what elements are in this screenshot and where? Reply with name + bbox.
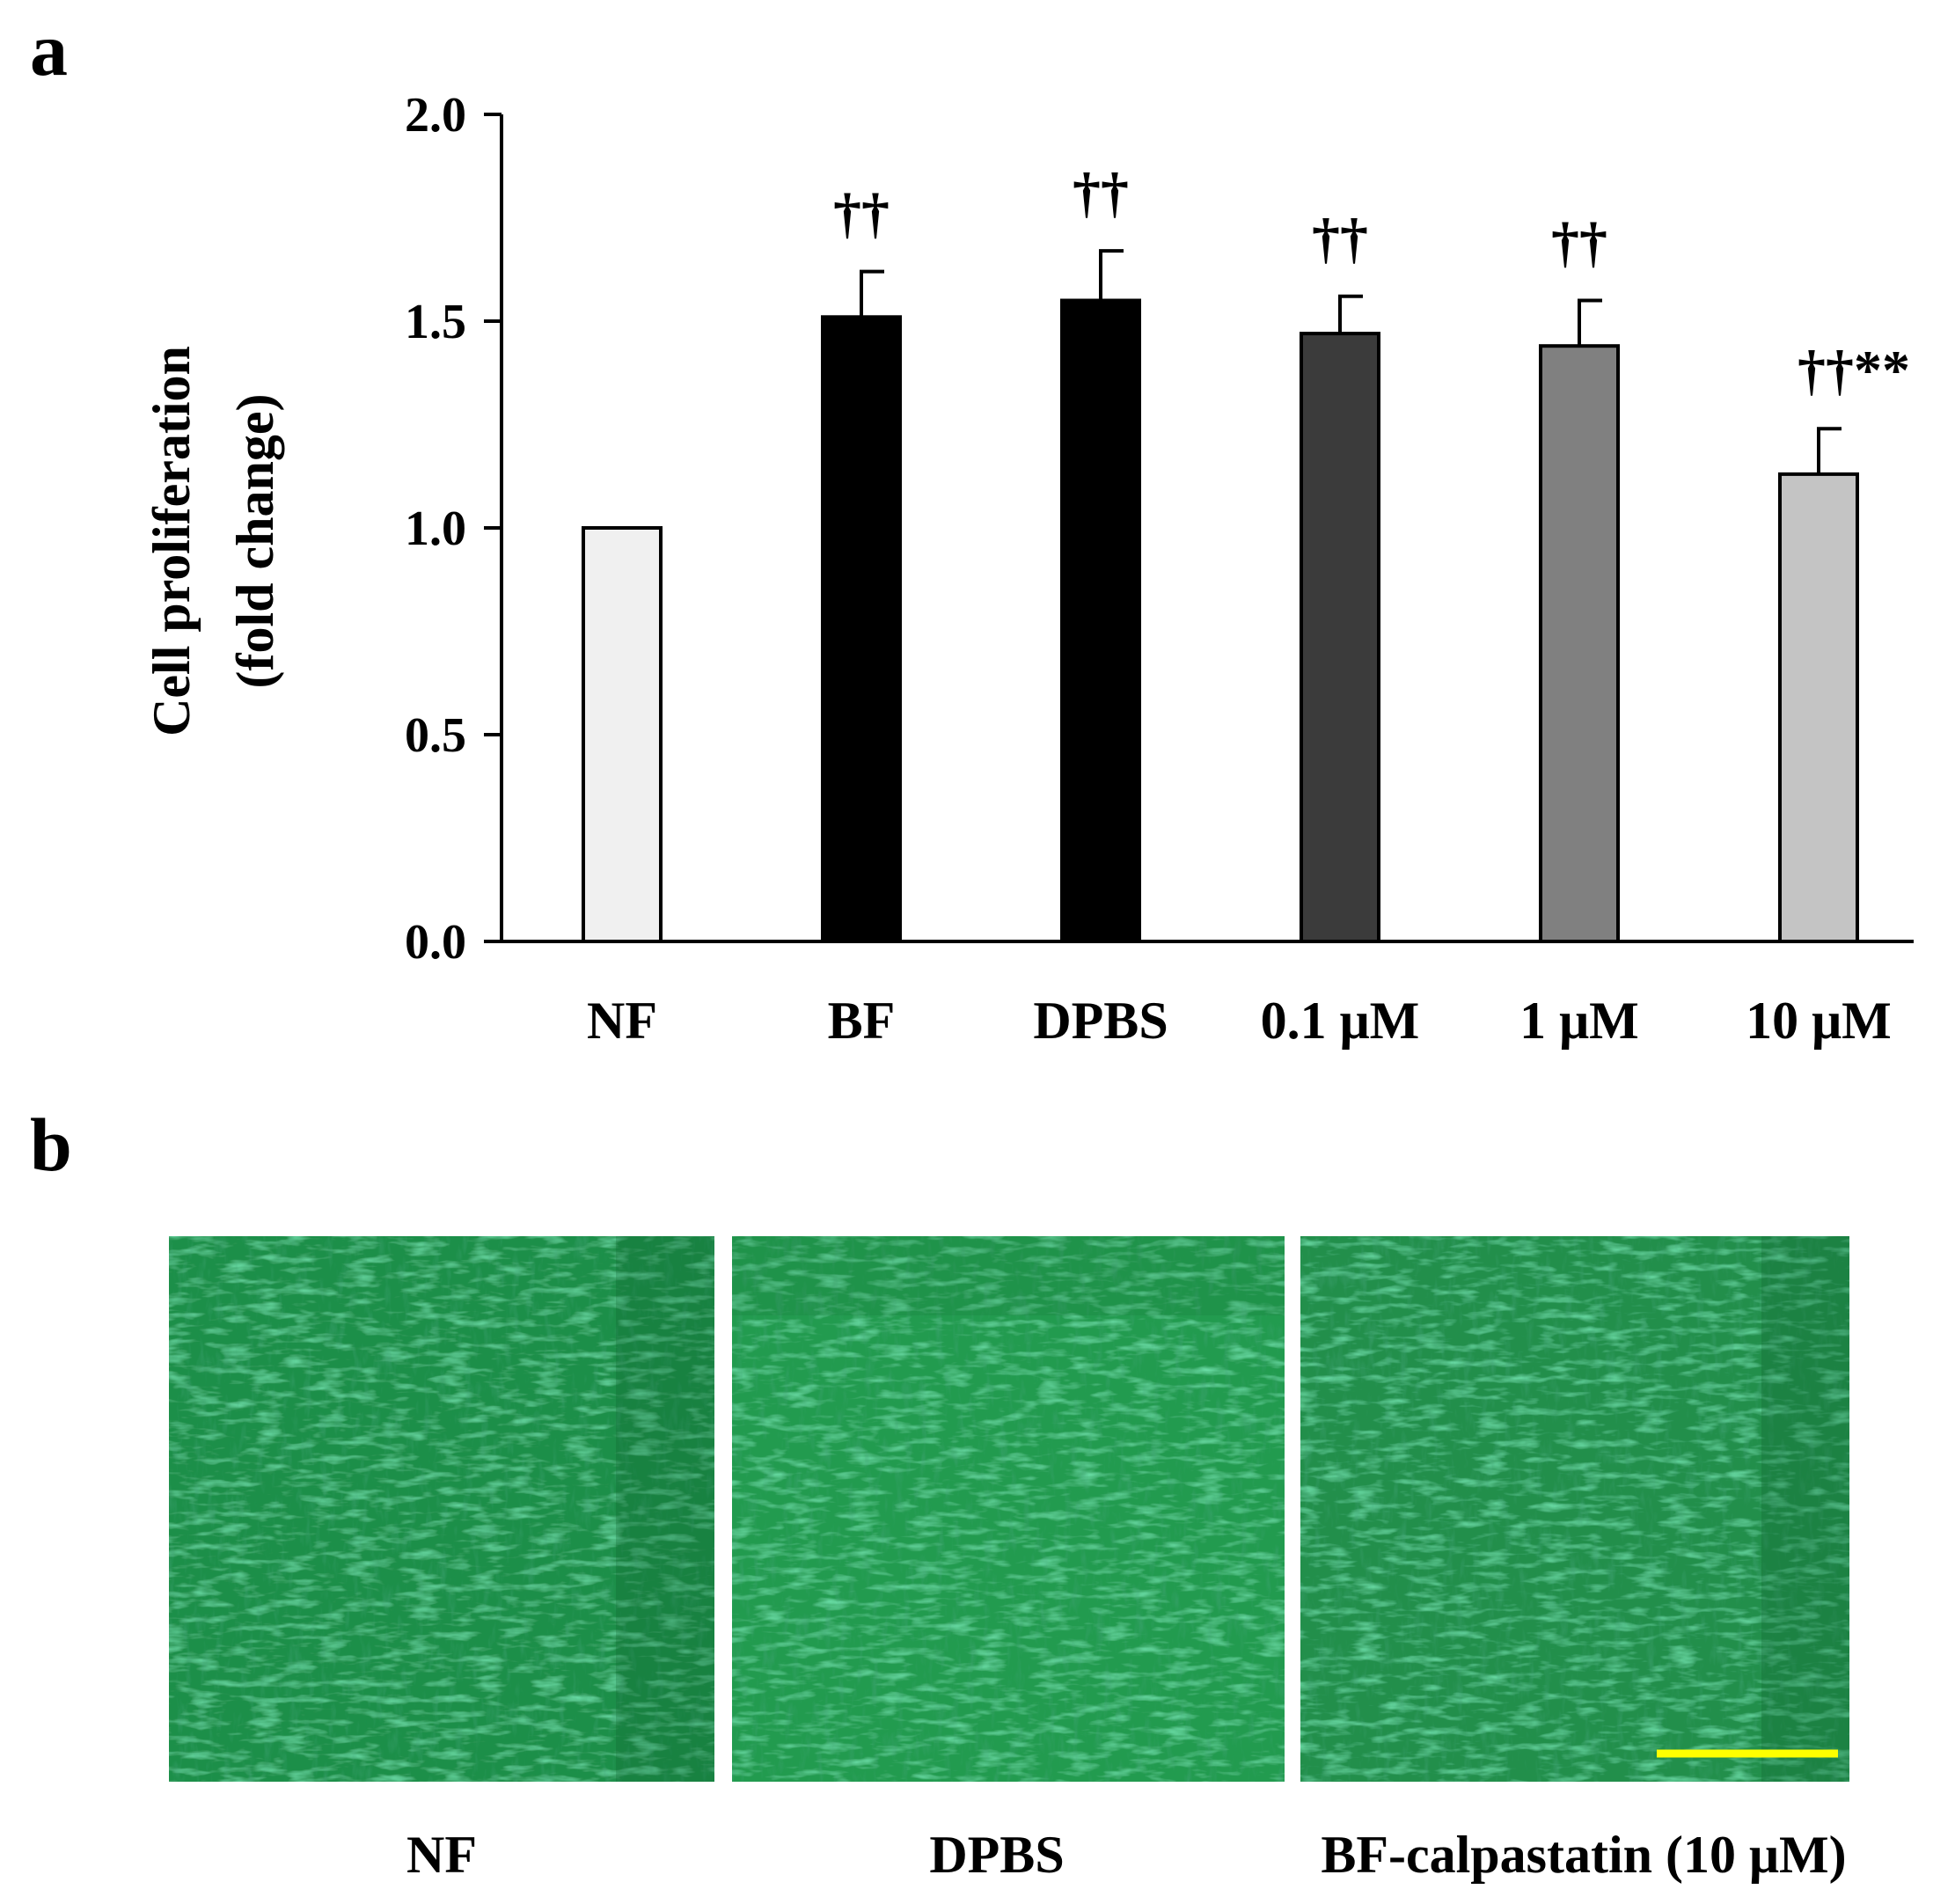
y-tick-label: 1.0 xyxy=(405,502,466,556)
y-tick-label: 0.5 xyxy=(405,708,466,763)
micrograph-nf xyxy=(169,1236,714,1782)
y-tick-label: 0.0 xyxy=(405,915,466,970)
bar xyxy=(821,315,902,943)
bar xyxy=(1778,472,1859,943)
bars: †† †† †† †† ††** xyxy=(582,161,1910,944)
category-label: DPBS xyxy=(1033,992,1168,1050)
y-axis-title-line-2: (fold change) xyxy=(226,394,284,689)
y-tick-label: 1.5 xyxy=(405,295,466,349)
micrograph-panel: NF DPBS BF-calpastatin (10 μM) xyxy=(169,1236,1849,1884)
micrograph-bf-calpastatin xyxy=(1300,1236,1849,1782)
y-tick-label: 2.0 xyxy=(405,88,466,143)
panel-a-letter: a xyxy=(30,7,68,92)
bar xyxy=(582,526,663,943)
caption-nf: NF xyxy=(406,1826,477,1884)
significance-marker: †† xyxy=(1312,207,1368,269)
bar xyxy=(1300,332,1380,944)
y-axis-title-line-1: Cell proliferation xyxy=(143,346,201,736)
caption-dpbs: DPBS xyxy=(929,1826,1064,1884)
category-labels: NF BF DPBS 0.1 μM 1 μM 10 μM xyxy=(587,992,1892,1050)
significance-marker: †† xyxy=(833,182,890,245)
bar xyxy=(1060,298,1141,943)
category-label: 10 μM xyxy=(1746,992,1892,1050)
y-axis-title: Cell proliferation (fold change) xyxy=(143,346,284,736)
significance-marker: ††** xyxy=(1798,339,1910,401)
significance-marker: †† xyxy=(1073,161,1129,223)
micrograph-captions: NF DPBS BF-calpastatin (10 μM) xyxy=(406,1826,1847,1884)
bar-chart: 0.0 0.5 1.0 1.5 2.0 †† †† †† †† ††** NF BF DPBS 0.1… xyxy=(143,88,1914,1050)
category-label: 1 μM xyxy=(1519,992,1639,1050)
bar xyxy=(1539,344,1620,943)
category-label: 0.1 μM xyxy=(1261,992,1420,1050)
y-ticks: 0.0 0.5 1.0 1.5 2.0 xyxy=(405,88,502,970)
significance-marker: †† xyxy=(1551,211,1607,274)
caption-bf-calpastatin: BF-calpastatin (10 μM) xyxy=(1321,1826,1846,1884)
category-label: NF xyxy=(587,992,657,1050)
micrograph-dpbs xyxy=(732,1236,1285,1782)
category-label: BF xyxy=(828,992,896,1050)
panel-b-letter: b xyxy=(30,1102,72,1187)
